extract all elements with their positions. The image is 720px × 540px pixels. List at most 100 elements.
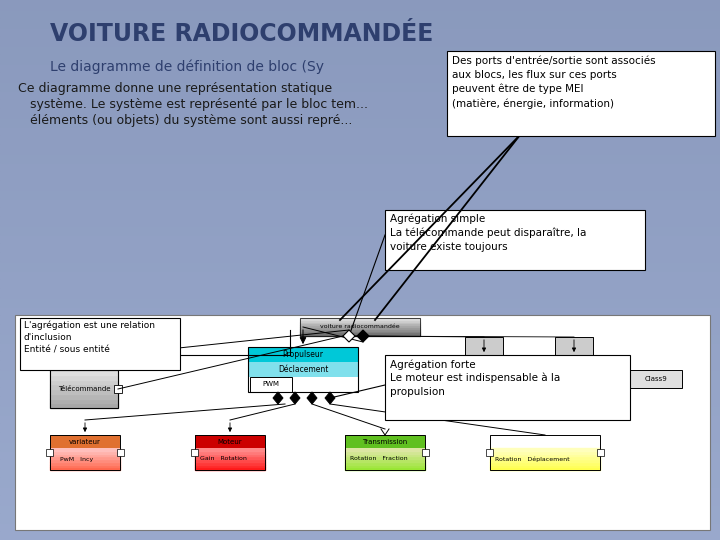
Bar — [0, 63, 720, 72]
Bar — [0, 279, 720, 288]
Bar — [0, 72, 720, 81]
Bar — [50, 399, 118, 403]
Polygon shape — [343, 330, 355, 342]
Text: Ce diagramme donne une représentation statique: Ce diagramme donne une représentation st… — [18, 82, 332, 95]
Bar — [50, 448, 120, 451]
Bar — [490, 459, 600, 462]
Bar — [0, 396, 720, 405]
Bar — [0, 333, 720, 342]
Bar — [50, 384, 118, 389]
Bar — [0, 207, 720, 216]
Polygon shape — [273, 392, 283, 404]
Bar — [50, 464, 120, 467]
Bar — [0, 54, 720, 63]
Bar — [248, 347, 358, 362]
Bar — [0, 162, 720, 171]
Bar — [50, 435, 120, 448]
Bar — [0, 522, 720, 531]
Bar — [195, 435, 265, 448]
Bar — [0, 99, 720, 108]
Bar — [50, 462, 120, 464]
Bar — [0, 0, 720, 9]
Text: système. Le système est représenté par le bloc tem...: système. Le système est représenté par l… — [30, 98, 368, 111]
Bar — [0, 351, 720, 360]
Bar — [490, 454, 600, 456]
Bar — [345, 462, 425, 464]
Bar — [248, 347, 358, 392]
Text: Propulseur: Propulseur — [282, 350, 323, 359]
Text: Agrégation forte
Le moteur est indispensable à la
propulsion: Agrégation forte Le moteur est indispens… — [390, 359, 560, 396]
Bar — [114, 385, 122, 393]
Text: Moteur: Moteur — [217, 438, 243, 444]
Bar — [490, 464, 600, 467]
Bar — [345, 454, 425, 456]
Bar — [195, 435, 265, 470]
Bar — [20, 318, 180, 370]
Bar — [195, 451, 265, 454]
Bar — [46, 449, 53, 456]
Bar — [50, 454, 120, 456]
Bar — [250, 377, 292, 392]
Bar — [0, 234, 720, 243]
Bar — [248, 362, 358, 377]
Bar — [490, 456, 600, 459]
Bar — [195, 467, 265, 470]
Bar — [50, 375, 118, 380]
Bar — [0, 405, 720, 414]
Bar — [0, 27, 720, 36]
Bar — [50, 456, 120, 459]
Bar — [50, 394, 118, 399]
Bar — [0, 189, 720, 198]
Bar — [490, 435, 600, 470]
Bar — [0, 306, 720, 315]
Text: VOITURE RADIOCOMMANDÉE: VOITURE RADIOCOMMANDÉE — [50, 22, 433, 46]
Text: Agrégation simple
La télécommande peut disparaître, la
voiture existe toujours: Agrégation simple La télécommande peut d… — [390, 214, 586, 252]
Polygon shape — [325, 392, 335, 404]
Bar — [0, 342, 720, 351]
Text: Class9: Class9 — [644, 376, 667, 382]
Bar — [0, 180, 720, 189]
Bar — [0, 135, 720, 144]
Bar — [0, 171, 720, 180]
Bar — [0, 432, 720, 441]
Polygon shape — [290, 392, 300, 404]
Bar — [0, 387, 720, 396]
Text: PwM   Incy: PwM Incy — [60, 456, 94, 462]
Bar — [0, 441, 720, 450]
Bar — [195, 462, 265, 464]
Bar — [300, 318, 420, 320]
Polygon shape — [357, 330, 369, 342]
Bar — [0, 216, 720, 225]
Bar — [385, 210, 645, 270]
Bar — [0, 513, 720, 522]
Bar — [0, 288, 720, 297]
Bar — [300, 318, 420, 336]
Bar — [0, 378, 720, 387]
Bar — [345, 459, 425, 462]
Bar — [300, 333, 420, 334]
Bar — [0, 81, 720, 90]
Bar — [345, 467, 425, 470]
Bar — [0, 18, 720, 27]
Bar — [300, 322, 420, 323]
Bar — [300, 323, 420, 325]
Text: Rotation   Fraction: Rotation Fraction — [350, 456, 408, 462]
Bar — [630, 370, 682, 388]
Bar — [50, 370, 118, 375]
Bar — [195, 448, 265, 451]
Text: Le diagramme de définition de bloc (Sy: Le diagramme de définition de bloc (Sy — [50, 60, 324, 75]
Bar — [300, 325, 420, 327]
Bar — [0, 450, 720, 459]
Bar — [345, 448, 425, 451]
Text: PWM: PWM — [263, 381, 279, 388]
Bar — [0, 468, 720, 477]
Bar — [345, 435, 425, 470]
Bar — [195, 464, 265, 467]
Bar — [0, 252, 720, 261]
Bar — [0, 243, 720, 252]
Text: voiture radiocommandée: voiture radiocommandée — [320, 325, 400, 329]
Bar — [345, 435, 425, 448]
Bar — [0, 9, 720, 18]
Bar — [0, 90, 720, 99]
Bar — [50, 370, 118, 408]
